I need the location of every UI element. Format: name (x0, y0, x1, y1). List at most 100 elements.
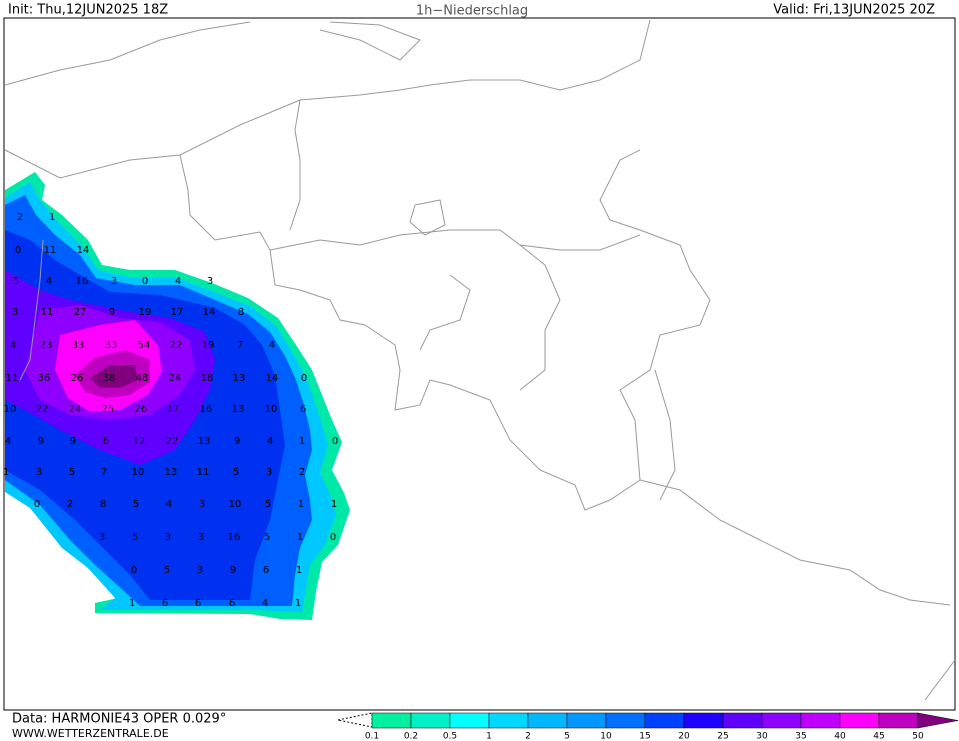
precip-value: 16 (228, 532, 241, 543)
website: WWW.WETTERZENTRALE.DE (12, 727, 169, 740)
precip-value: 14 (77, 245, 90, 256)
precip-value: 2 (67, 499, 73, 510)
map-title: 1h−Niederschlag (416, 4, 528, 19)
colorbar-swatch (371, 712, 412, 729)
under-arrow (337, 712, 373, 728)
precip-value: 4 (269, 340, 275, 351)
precip-value: 1 (298, 499, 304, 510)
precip-value: 1 (295, 598, 301, 609)
precip-value: 1 (129, 598, 135, 609)
precip-value: 1 (3, 467, 9, 478)
precip-value: 4 (166, 499, 172, 510)
colorbar-label: 30 (756, 732, 768, 741)
precip-value: 33 (105, 340, 118, 351)
valid-time: Valid: Fri,13JUN2025 20Z (773, 3, 935, 18)
precip-value: 7 (237, 340, 243, 351)
colorbar-label: 20 (678, 732, 690, 741)
precip-value: 10 (229, 499, 242, 510)
precip-value: 2 (299, 467, 305, 478)
precip-value: 33 (72, 340, 85, 351)
precip-value: 3 (198, 532, 204, 543)
precip-value: 1 (49, 212, 55, 223)
colorbar-label: 40 (834, 732, 846, 741)
colorbar-label: 0.2 (404, 732, 418, 741)
precip-value: 24 (169, 373, 182, 384)
colorbar-label: 50 (912, 732, 924, 741)
precip-value: 16 (200, 404, 213, 415)
precip-value: 9 (38, 436, 44, 447)
precip-value: 3 (111, 276, 117, 287)
precip-value: 1 (297, 532, 303, 543)
colorbar-label: 1 (486, 732, 492, 741)
precip-value: 3 (207, 276, 213, 287)
precip-value: 25 (102, 404, 115, 415)
precip-value: 13 (232, 404, 245, 415)
precip-value: 5 (264, 532, 270, 543)
precip-value: 24 (69, 404, 82, 415)
precip-value: 0 (131, 565, 137, 576)
precip-value: 0 (330, 532, 336, 543)
colorbar-swatch (683, 712, 724, 729)
precip-value: 54 (138, 340, 151, 351)
precip-value: 4 (46, 276, 52, 287)
colorbar-swatch (644, 712, 685, 729)
precip-value: 6 (162, 598, 168, 609)
precip-field (5, 172, 350, 620)
precip-value: 4 (267, 436, 273, 447)
precip-value: 22 (170, 340, 183, 351)
precip-value: 3 (36, 467, 42, 478)
borders (4, 19, 956, 701)
precip-value: 11 (44, 245, 57, 256)
precip-value: 9 (109, 307, 115, 318)
precip-value: 11 (6, 373, 19, 384)
precip-value: 14 (266, 373, 279, 384)
precip-value: 3 (165, 532, 171, 543)
colorbar-label: 0.5 (443, 732, 457, 741)
precip-value: 5 (13, 276, 19, 287)
colorbar-label: 0.1 (365, 732, 379, 741)
precip-value: 36 (38, 373, 51, 384)
precip-value: 22 (36, 404, 49, 415)
data-source: Data: HARMONIE43 OPER 0.029° (12, 712, 226, 727)
precip-value: 10 (132, 467, 145, 478)
precip-value: 0 (142, 276, 148, 287)
precip-value: 4 (175, 276, 181, 287)
init-time: Init: Thu,12JUN2025 18Z (8, 3, 168, 18)
colorbar-label: 45 (873, 732, 884, 741)
precip-value: 3 (199, 499, 205, 510)
colorbar-swatch (605, 712, 646, 729)
precip-value: 4 (10, 340, 16, 351)
precip-value: 6 (263, 565, 269, 576)
colorbar-swatch (410, 712, 451, 729)
colorbar: 0.1 0.2 0.5 1 2 5 10 15 20 25 30 35 40 45 50 (337, 712, 959, 741)
precip-value: 10 (265, 404, 278, 415)
precip-value: 10 (4, 404, 17, 415)
precip-value: 9 (70, 436, 76, 447)
precip-value: 0 (34, 499, 40, 510)
precip-value: 5 (132, 532, 138, 543)
colorbar-swatch (878, 712, 919, 729)
precip-value: 38 (103, 373, 116, 384)
precip-value: 2 (17, 212, 23, 223)
precip-value: 5 (133, 499, 139, 510)
colorbar-label: 35 (795, 732, 806, 741)
precip-value: 4 (262, 598, 268, 609)
precip-value: 5 (164, 565, 170, 576)
colorbar-swatch (839, 712, 880, 729)
precip-value: 19 (202, 340, 215, 351)
colorbar-swatch (761, 712, 802, 729)
precip-value: 8 (100, 499, 106, 510)
precip-value: 23 (40, 340, 53, 351)
precip-value: 13 (198, 436, 211, 447)
colorbar-label: 2 (525, 732, 531, 741)
colorbar-label: 25 (717, 732, 728, 741)
precip-value: 7 (101, 467, 107, 478)
precip-value: 0 (15, 245, 21, 256)
colorbar-swatch (527, 712, 568, 729)
precip-value: 6 (195, 598, 201, 609)
precip-value: 3 (12, 307, 18, 318)
precip-value: 22 (166, 436, 179, 447)
precip-value: 17 (167, 404, 180, 415)
